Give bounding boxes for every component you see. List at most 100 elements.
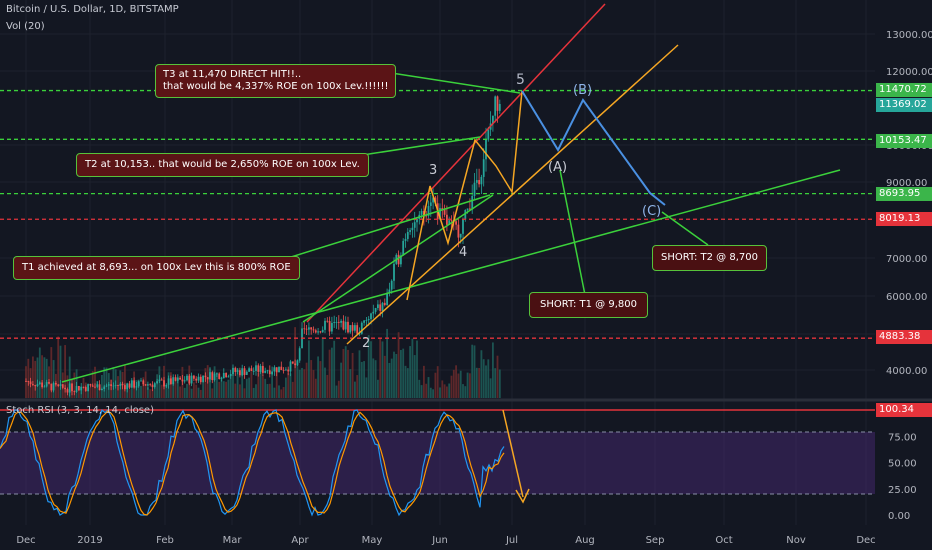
candle-body xyxy=(117,385,119,386)
volume-bar xyxy=(494,368,497,398)
candle-body xyxy=(110,384,112,387)
candle-body xyxy=(94,386,96,388)
candle-body xyxy=(32,384,34,386)
candle-body xyxy=(347,321,349,333)
candle-body xyxy=(303,328,306,330)
candle-body xyxy=(287,369,290,372)
volume-bar xyxy=(328,349,331,398)
volume-bar xyxy=(275,368,278,398)
volume-bar xyxy=(492,342,494,398)
annotation-short-t2[interactable]: SHORT: T2 @ 8,700 xyxy=(652,245,767,271)
candle-body xyxy=(87,384,89,391)
candle-body xyxy=(482,159,485,177)
volume-bar xyxy=(314,378,317,398)
volume-bar xyxy=(291,381,294,398)
volume-bar xyxy=(443,384,446,398)
volume-bar xyxy=(298,369,301,398)
volume-bar xyxy=(432,389,434,398)
candle-body xyxy=(80,386,83,391)
candle-body xyxy=(358,333,361,335)
candle-body xyxy=(142,380,145,385)
candle-body xyxy=(204,375,207,378)
annotation-t3[interactable]: T3 at 11,470 DIRECT HIT!!.. that would b… xyxy=(155,64,397,98)
candle-body xyxy=(457,224,460,238)
volume-bar xyxy=(351,352,354,398)
price-tick-7: 4000.00 xyxy=(886,366,927,377)
candle-body xyxy=(282,370,285,371)
candle-body xyxy=(227,376,230,378)
volume-bar xyxy=(248,377,250,398)
volume-bar xyxy=(264,378,267,398)
candle-body xyxy=(494,96,497,116)
candle-body xyxy=(73,391,76,392)
volume-bar xyxy=(96,381,99,398)
stoch-axis[interactable]: 75.00 50.00 25.00 0.00 xyxy=(888,432,917,522)
stoch-tick-0: 75.00 xyxy=(888,432,917,443)
candle-body xyxy=(172,377,175,385)
time-tick-11: Nov xyxy=(786,535,806,546)
volume-bar xyxy=(45,358,48,398)
volume-bar xyxy=(218,381,221,398)
annotation-short-t1[interactable]: SHORT: T1 @ 9,800 xyxy=(529,292,648,318)
annotation-t2[interactable]: T2 at 10,153.. that would be 2,650% ROE … xyxy=(76,153,369,177)
volume-bar xyxy=(59,345,62,398)
candle-body xyxy=(471,195,474,210)
volume-bar xyxy=(416,340,418,398)
candle-body xyxy=(82,386,85,388)
candle-body xyxy=(344,321,347,330)
volume-bar xyxy=(319,361,322,398)
candle-body xyxy=(459,233,462,238)
volume-bar xyxy=(280,389,283,398)
annotation-t1[interactable]: T1 achieved at 8,693... on 100x Lev this… xyxy=(13,256,300,280)
candle-body xyxy=(114,385,117,386)
candle-body xyxy=(429,202,432,206)
candle-body xyxy=(181,379,184,382)
volume-bar xyxy=(165,386,168,398)
volume-bar xyxy=(457,373,460,398)
candle-body xyxy=(68,383,71,393)
volume-bar xyxy=(68,356,71,398)
volume-bar xyxy=(25,366,27,398)
wave-label-c: (C) xyxy=(642,204,661,219)
volume-bar xyxy=(301,367,303,398)
volume-bar xyxy=(57,336,60,398)
candle-body xyxy=(464,209,467,220)
candle-body xyxy=(296,360,299,366)
stoch-tick-1: 50.00 xyxy=(888,459,917,470)
candle-body xyxy=(147,384,149,386)
volume-bar xyxy=(183,387,186,398)
candle-body xyxy=(328,321,331,332)
volume-bar xyxy=(252,387,255,398)
volume-bar xyxy=(388,362,391,398)
volume-bar xyxy=(310,360,313,398)
time-tick-10: Oct xyxy=(715,535,732,546)
volume-bar xyxy=(360,361,363,398)
volume-bar xyxy=(452,369,455,398)
candle-body xyxy=(324,320,326,330)
candle-body xyxy=(241,368,244,376)
volume-bar xyxy=(436,366,439,398)
wave-label-4: 4 xyxy=(459,245,467,260)
wave-label-3: 3 xyxy=(429,163,437,178)
candle-body xyxy=(89,384,92,386)
volume-bar xyxy=(425,383,428,398)
candle-body xyxy=(469,208,471,210)
volume-bar xyxy=(239,384,241,398)
volume-bar xyxy=(482,359,485,398)
time-tick-5: May xyxy=(362,535,383,546)
candle-body xyxy=(351,325,354,331)
volume-bar xyxy=(103,367,106,398)
volume-bar xyxy=(356,375,359,398)
candle-body xyxy=(356,325,359,334)
time-axis[interactable]: Dec 2019 Feb Mar Apr May Jun Jul Aug Sep Oct Nov Dec xyxy=(16,535,875,546)
volume-bar xyxy=(250,370,253,398)
volume-bar xyxy=(179,386,181,398)
volume-bar xyxy=(128,389,131,398)
volume-bar xyxy=(324,367,326,398)
candle-body xyxy=(487,129,490,140)
volume-bar xyxy=(285,377,287,398)
candle-body xyxy=(186,375,188,381)
candle-body xyxy=(101,388,103,391)
candle-body xyxy=(473,182,476,196)
